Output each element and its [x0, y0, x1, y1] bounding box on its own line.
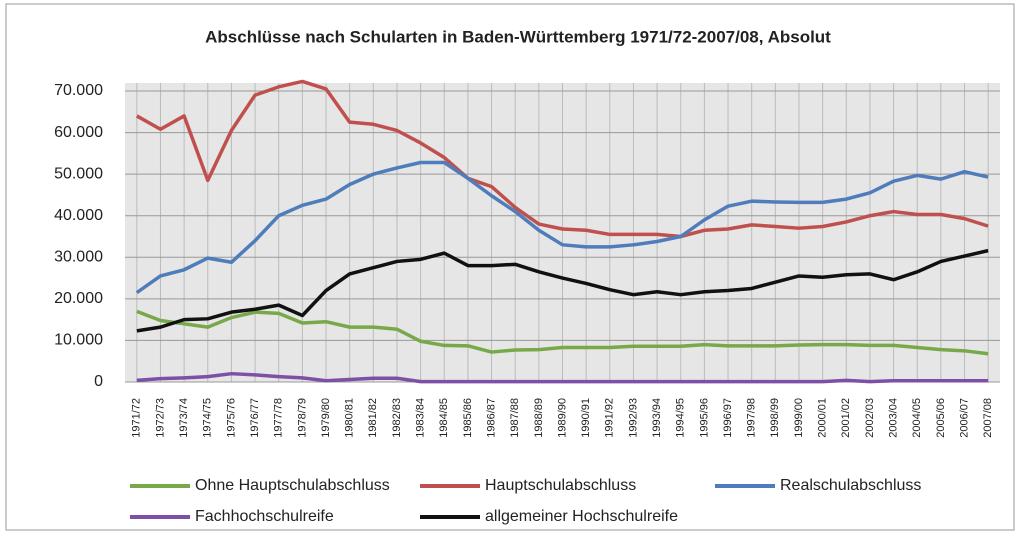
series-line	[136, 309, 989, 356]
x-tick-label: 1985/86	[462, 398, 474, 438]
x-tick-label: 1995/96	[698, 398, 710, 438]
x-tick-label: 1977/78	[273, 398, 285, 438]
x-tick-label: 1993/94	[651, 398, 663, 438]
legend-label: Realschulabschluss	[780, 477, 921, 494]
y-tick-label: 10.000	[54, 332, 103, 349]
y-tick-label: 70.000	[54, 82, 103, 99]
x-tick-label: 1984/85	[438, 398, 450, 438]
y-tick-label: 60.000	[54, 124, 103, 141]
x-tick-label: 1971/72	[131, 398, 143, 438]
x-tick-label: 1994/95	[675, 398, 687, 438]
x-tick-label: 1982/83	[391, 398, 403, 438]
x-tick-label: 2006/07	[958, 398, 970, 438]
x-tick-label: 2005/06	[935, 398, 947, 438]
legend-label: Hauptschulabschluss	[485, 477, 636, 494]
x-tick-label: 1978/79	[296, 398, 308, 438]
series-line	[136, 248, 989, 333]
chart-title: Abschlüsse nach Schularten in Baden-Würt…	[205, 27, 831, 46]
x-tick-label: 2001/02	[840, 398, 852, 438]
x-tick-label: 1979/80	[320, 398, 332, 438]
y-tick-label: 0	[94, 373, 103, 390]
x-tick-label: 1973/74	[178, 398, 190, 438]
x-tick-label: 1976/77	[249, 398, 261, 438]
series-line	[135, 79, 989, 239]
x-tick-label: 1972/73	[154, 398, 166, 438]
x-tick-label: 1998/99	[769, 398, 781, 438]
x-tick-label: 1990/91	[580, 398, 592, 438]
x-tick-label: 2007/08	[982, 398, 994, 438]
x-tick-label: 1987/88	[509, 398, 521, 438]
x-tick-label: 2003/04	[887, 398, 899, 438]
legend-label: Ohne Hauptschulabschluss	[195, 477, 390, 494]
series-line	[135, 160, 989, 295]
legend-label: allgemeiner Hochschulreife	[485, 508, 678, 525]
x-tick-label: 2000/01	[817, 398, 829, 438]
x-tick-label: 1974/75	[202, 398, 214, 438]
x-tick-label: 2002/03	[864, 398, 876, 438]
legend-label: Fachhochschulreife	[195, 508, 334, 525]
x-tick-label: 1981/82	[367, 398, 379, 438]
y-tick-label: 20.000	[54, 290, 103, 307]
x-tick-label: 1986/87	[485, 398, 497, 438]
x-tick-label: 1996/97	[722, 398, 734, 438]
y-tick-label: 40.000	[54, 207, 103, 224]
y-tick-label: 50.000	[54, 165, 103, 182]
x-tick-label: 1991/92	[604, 398, 616, 438]
x-tick-label: 1992/93	[627, 398, 639, 438]
y-tick-label: 30.000	[54, 249, 103, 266]
x-tick-label: 1983/84	[415, 398, 427, 438]
series-line	[136, 371, 989, 384]
x-tick-label: 1980/81	[344, 398, 356, 438]
x-tick-label: 1997/98	[746, 398, 758, 438]
x-tick-label: 1989/90	[556, 398, 568, 438]
x-tick-label: 1975/76	[225, 398, 237, 438]
x-tick-label: 2004/05	[911, 398, 923, 438]
x-tick-label: 1999/00	[793, 398, 805, 438]
x-tick-label: 1988/89	[533, 398, 545, 438]
